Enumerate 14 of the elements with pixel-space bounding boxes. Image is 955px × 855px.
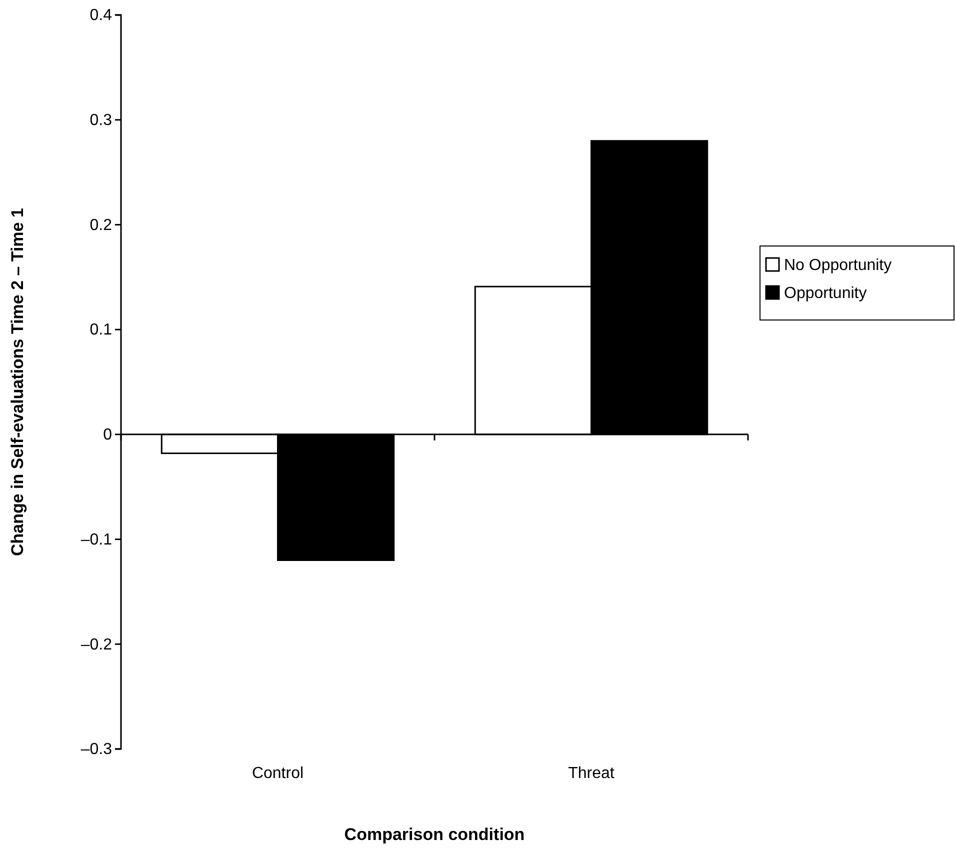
y-axis-title: Change in Self-evaluations Time 2 – Time 1 (8, 208, 27, 556)
legend-label: Opportunity (784, 285, 867, 302)
y-tick-label: –0.1 (80, 531, 112, 548)
y-tick-label: 0 (103, 426, 112, 444)
y-tick-label: 0.4 (90, 7, 112, 24)
x-tick-label: Control (252, 765, 304, 782)
y-tick-label: –0.2 (80, 636, 112, 654)
x-tick-label: Threat (568, 765, 615, 782)
y-tick-label: 0.3 (90, 112, 112, 129)
y-tick-label: –0.3 (80, 741, 112, 758)
y-tick-label: 0.1 (90, 322, 112, 339)
legend-label: No Opportunity (784, 257, 892, 274)
y-tick-label: 0.2 (90, 216, 112, 234)
x-axis-title: Comparison condition (344, 825, 525, 844)
